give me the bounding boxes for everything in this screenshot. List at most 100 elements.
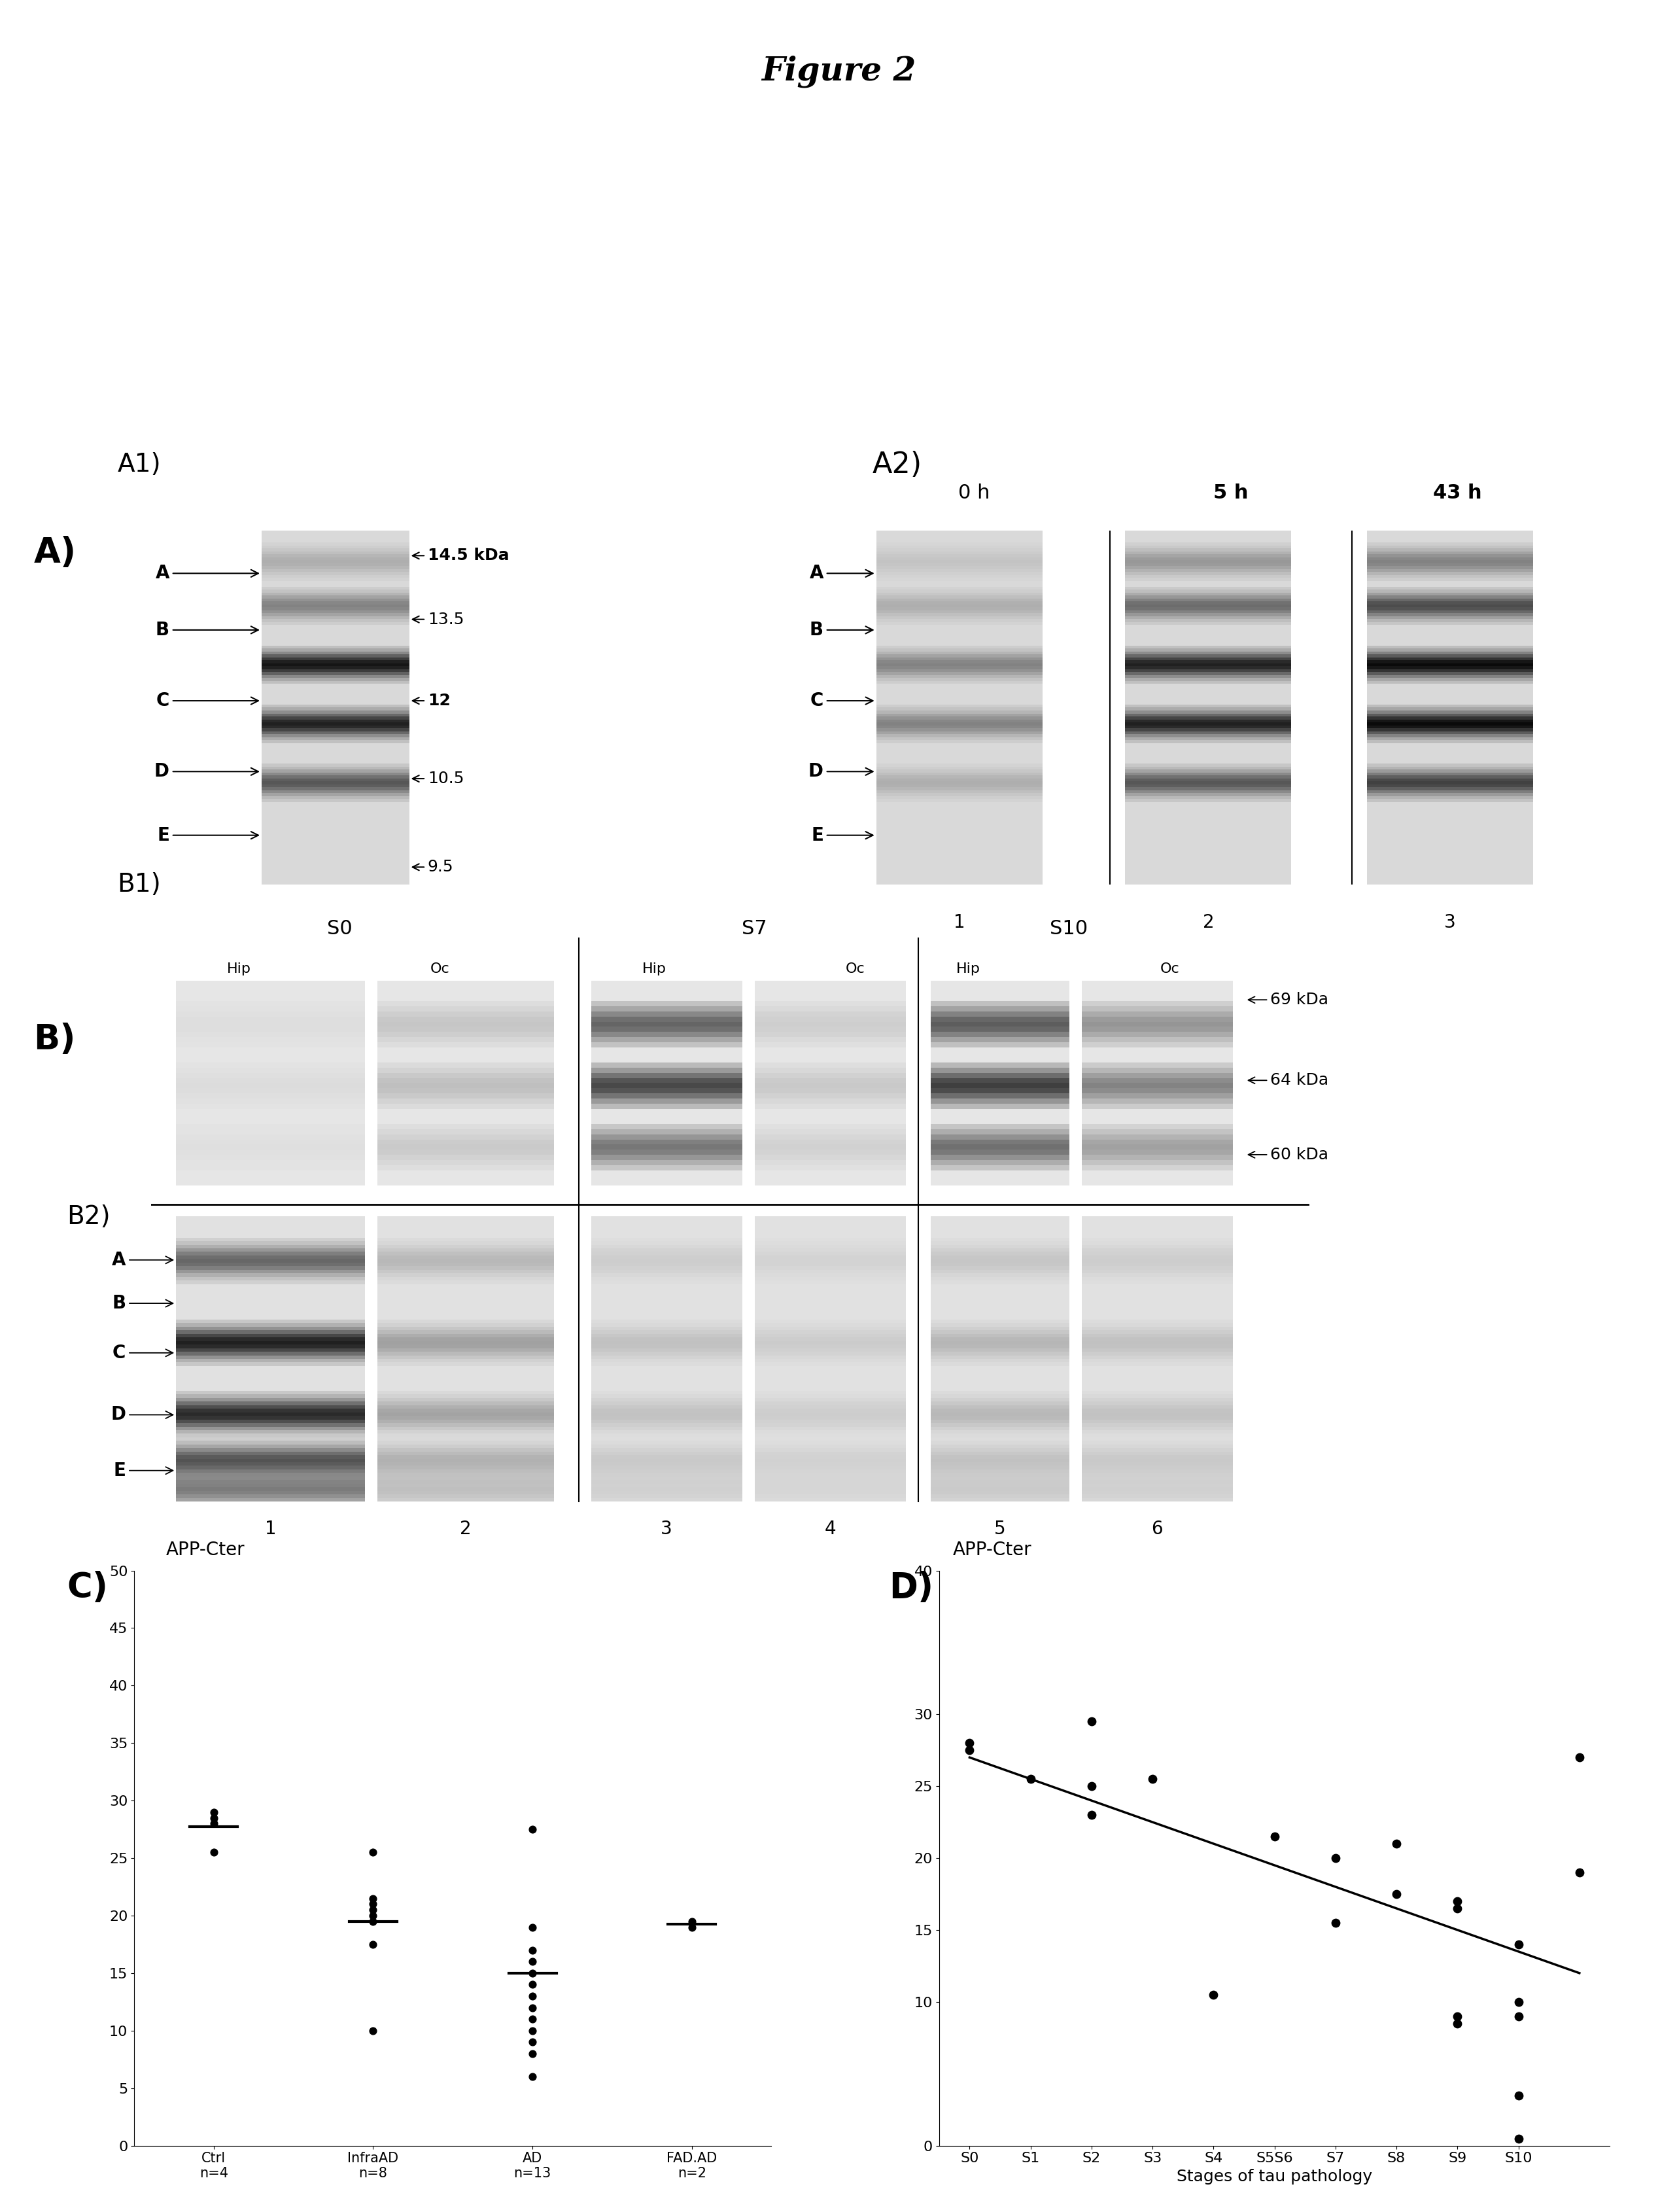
Text: B): B) (34, 1022, 75, 1057)
Point (1078, 1703, 1105, 1739)
Point (1566, 1854, 1593, 1889)
Text: Hip: Hip (642, 962, 666, 975)
Point (1201, 1978, 1228, 2013)
Point (520, 2059, 547, 2095)
Point (1504, 2121, 1531, 2157)
Point (359, 1887, 386, 1922)
Point (201, 1834, 228, 1869)
X-axis label: Stages of tau pathology: Stages of tau pathology (1177, 2168, 1372, 2185)
Text: A: A (810, 564, 874, 582)
Text: C: C (156, 692, 258, 710)
Text: 43 h: 43 h (1432, 484, 1482, 502)
Text: A1): A1) (117, 451, 161, 478)
Text: D: D (154, 763, 258, 781)
Point (1504, 1984, 1531, 2020)
Text: APP-Cter: APP-Cter (953, 1542, 1031, 1559)
Text: S0: S0 (327, 920, 352, 938)
Text: 69 kDa: 69 kDa (1248, 991, 1328, 1009)
Point (956, 1725, 983, 1761)
Point (1384, 1876, 1410, 1911)
Text: A2): A2) (872, 451, 922, 478)
Text: 64 kDa: 64 kDa (1248, 1073, 1328, 1088)
Point (520, 1909, 547, 1944)
Text: Hip: Hip (226, 962, 252, 975)
Text: B: B (810, 622, 874, 639)
Point (1504, 2000, 1531, 2035)
Text: Oc: Oc (845, 962, 865, 975)
Text: 9.5: 9.5 (413, 858, 453, 876)
Text: B: B (112, 1294, 173, 1312)
Text: D): D) (889, 1571, 934, 1604)
Text: Hip: Hip (956, 962, 981, 975)
Point (359, 2013, 386, 2048)
Text: 4: 4 (825, 1520, 835, 1537)
Text: 1: 1 (265, 1520, 277, 1537)
Text: D: D (111, 1405, 173, 1425)
Point (1566, 1739, 1593, 1774)
Text: B2): B2) (67, 1203, 111, 1230)
Text: A: A (156, 564, 258, 582)
Point (359, 1834, 386, 1869)
Text: 12: 12 (413, 692, 451, 708)
Text: 3: 3 (661, 1520, 672, 1537)
Text: B: B (156, 622, 258, 639)
Text: 6: 6 (1152, 1520, 1162, 1537)
Point (520, 1933, 547, 1969)
Point (520, 2002, 547, 2037)
Point (1444, 1891, 1471, 1927)
Text: E: E (114, 1462, 173, 1480)
Point (1444, 2006, 1471, 2042)
Text: 2: 2 (1202, 914, 1214, 931)
Text: Oc: Oc (431, 962, 449, 975)
Text: A): A) (34, 535, 75, 571)
Point (520, 1966, 547, 2002)
Point (1321, 1905, 1348, 1940)
Point (359, 1927, 386, 1962)
Text: 10.5: 10.5 (413, 770, 465, 787)
Point (359, 1905, 386, 1940)
Point (520, 2035, 547, 2070)
Point (1444, 2000, 1471, 2035)
Text: C): C) (67, 1571, 109, 1604)
Point (520, 1812, 547, 1847)
Point (520, 1955, 547, 1991)
Text: Figure 2: Figure 2 (761, 55, 916, 88)
Point (956, 1732, 983, 1767)
Text: 0 h: 0 h (959, 484, 989, 502)
Text: C: C (112, 1343, 173, 1363)
Point (359, 1891, 386, 1927)
Text: D: D (808, 763, 874, 781)
Point (520, 2013, 547, 2048)
Point (1078, 1770, 1105, 1805)
Text: 1: 1 (954, 914, 964, 931)
Point (1139, 1761, 1166, 1796)
Point (678, 1905, 706, 1940)
Point (1261, 1818, 1288, 1854)
Point (359, 1880, 386, 1916)
Point (678, 1909, 706, 1944)
Text: C: C (810, 692, 874, 710)
Text: E: E (812, 825, 874, 845)
Point (1078, 1796, 1105, 1832)
Text: E: E (158, 825, 258, 845)
Point (1504, 1927, 1531, 1962)
Text: 14.5 kDa: 14.5 kDa (413, 549, 510, 564)
Text: S10: S10 (1050, 920, 1088, 938)
Point (1444, 1882, 1471, 1918)
Text: 60 kDa: 60 kDa (1248, 1146, 1328, 1164)
Point (1321, 1840, 1348, 1876)
Text: 13.5: 13.5 (413, 611, 465, 628)
Text: 2: 2 (459, 1520, 471, 1537)
Text: 5: 5 (994, 1520, 1006, 1537)
Point (520, 1991, 547, 2026)
Text: A: A (112, 1250, 173, 1270)
Text: Oc: Oc (1160, 962, 1179, 975)
Text: B1): B1) (117, 872, 161, 898)
Point (520, 1978, 547, 2013)
Text: 3: 3 (1444, 914, 1456, 931)
Text: S7: S7 (741, 920, 768, 938)
Text: 5 h: 5 h (1214, 484, 1248, 502)
Point (520, 1944, 547, 1980)
Point (1504, 2077, 1531, 2112)
Point (359, 1898, 386, 1933)
